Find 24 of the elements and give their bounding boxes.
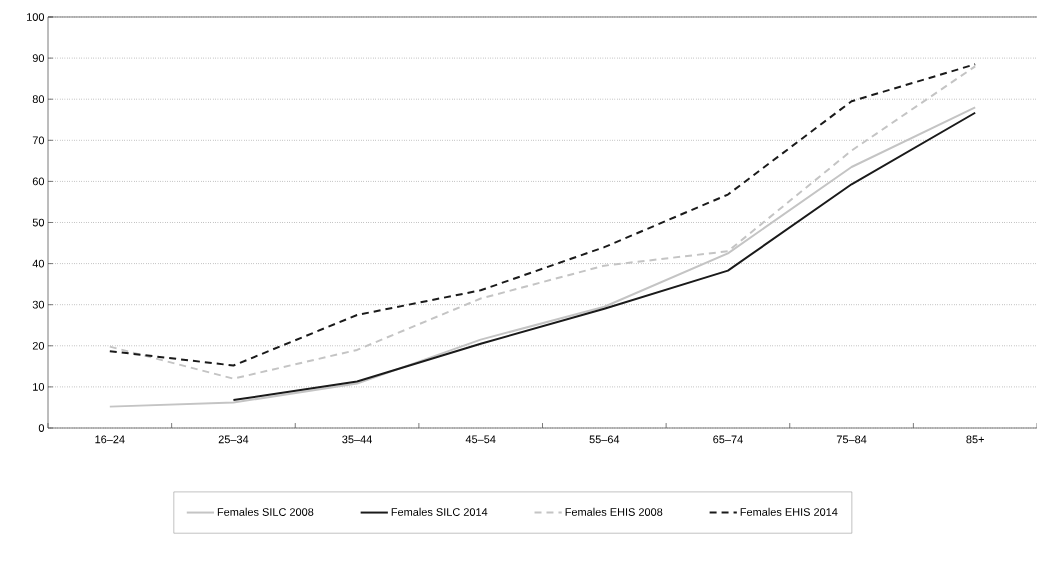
legend-label: Females EHIS 2014 bbox=[740, 507, 838, 516]
x-tick-label: 35–44 bbox=[342, 435, 372, 444]
y-tick-label: 60 bbox=[32, 177, 45, 186]
x-tick-label: 65–74 bbox=[713, 435, 743, 444]
x-tick-label: 55–64 bbox=[589, 435, 620, 444]
y-tick-label: 30 bbox=[32, 300, 45, 309]
y-tick-label: 10 bbox=[33, 383, 45, 391]
y-tick-label: 50 bbox=[32, 218, 45, 227]
y-tick-label: 70 bbox=[32, 136, 45, 145]
legend-label: Females SILC 2008 bbox=[217, 507, 314, 516]
x-tick-label: 16–24 bbox=[95, 435, 125, 444]
y-tick-label: 100 bbox=[27, 13, 45, 21]
legend-label: Females SILC 2014 bbox=[391, 507, 488, 516]
y-tick-label: 0 bbox=[38, 424, 45, 432]
x-tick-label: 45–54 bbox=[465, 435, 496, 444]
y-tick-label: 90 bbox=[32, 54, 45, 62]
legend-label: Females EHIS 2008 bbox=[565, 507, 663, 516]
x-tick-label: 25–34 bbox=[218, 435, 249, 444]
x-tick-label: 85+ bbox=[966, 435, 984, 444]
y-tick-label: 80 bbox=[32, 95, 45, 104]
y-tick-label: 20 bbox=[32, 341, 45, 350]
line-series bbox=[232, 111, 977, 402]
y-tick-label: 40 bbox=[32, 259, 45, 268]
x-tick-label: 75–84 bbox=[836, 435, 867, 444]
